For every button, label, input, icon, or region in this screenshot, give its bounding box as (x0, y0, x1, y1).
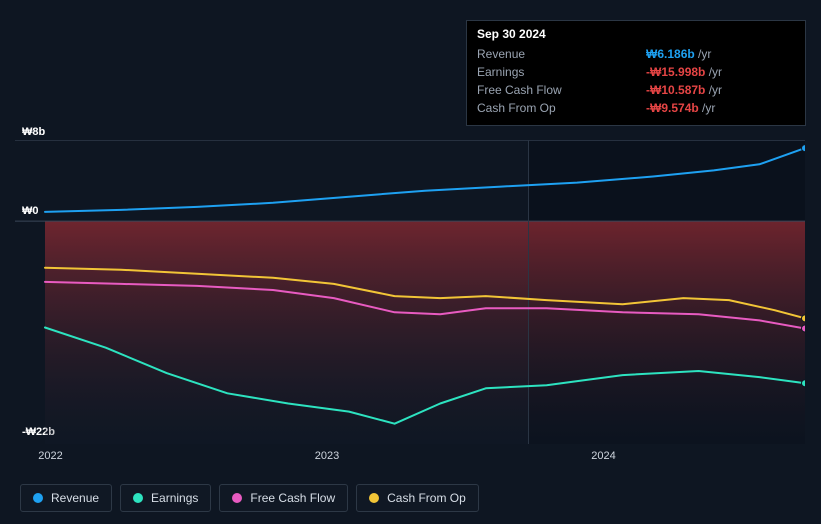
y-tick-top: ₩8b (22, 126, 45, 138)
legend-label: Earnings (151, 491, 198, 505)
x-tick-label: 2022 (38, 450, 62, 462)
tooltip-table: Revenue₩6.186b /yrEarnings-₩15.998b /yrF… (477, 45, 795, 117)
tooltip-metric-label: Revenue (477, 45, 626, 63)
legend: Revenue Earnings Free Cash Flow Cash From O… (20, 484, 479, 512)
tooltip-metric-value: -₩9.574b /yr (626, 99, 795, 117)
tooltip-metric-label: Free Cash Flow (477, 81, 626, 99)
legend-swatch (232, 493, 242, 503)
x-tick-label: 2023 (315, 450, 339, 462)
chart-tooltip: Sep 30 2024 Revenue₩6.186b /yrEarnings-₩… (466, 20, 806, 126)
legend-item-revenue[interactable]: Revenue (20, 484, 112, 512)
tooltip-metric-value: -₩10.587b /yr (626, 81, 795, 99)
legend-swatch (369, 493, 379, 503)
legend-item-cash-from-op[interactable]: Cash From Op (356, 484, 479, 512)
tooltip-metric-label: Earnings (477, 63, 626, 81)
chart-container: Sep 30 2024 Revenue₩6.186b /yrEarnings-₩… (0, 0, 821, 524)
legend-label: Free Cash Flow (250, 491, 335, 505)
tooltip-row: Free Cash Flow-₩10.587b /yr (477, 81, 795, 99)
chart-plot (15, 140, 805, 444)
legend-item-free-cash-flow[interactable]: Free Cash Flow (219, 484, 348, 512)
x-tick-label: 2024 (591, 450, 615, 462)
tooltip-metric-value: ₩6.186b /yr (626, 45, 795, 63)
tooltip-row: Earnings-₩15.998b /yr (477, 63, 795, 81)
tooltip-row: Revenue₩6.186b /yr (477, 45, 795, 63)
legend-label: Revenue (51, 491, 99, 505)
legend-label: Cash From Op (387, 491, 466, 505)
x-axis: 2022 2023 2024 (15, 450, 805, 470)
legend-swatch (33, 493, 43, 503)
legend-item-earnings[interactable]: Earnings (120, 484, 211, 512)
legend-swatch (133, 493, 143, 503)
tooltip-date: Sep 30 2024 (477, 27, 795, 45)
tooltip-metric-label: Cash From Op (477, 99, 626, 117)
tooltip-row: Cash From Op-₩9.574b /yr (477, 99, 795, 117)
tooltip-metric-value: -₩15.998b /yr (626, 63, 795, 81)
